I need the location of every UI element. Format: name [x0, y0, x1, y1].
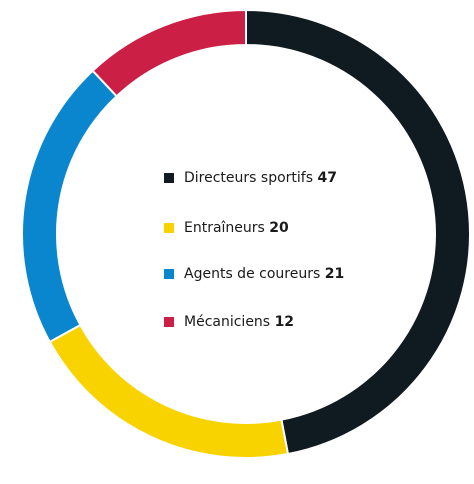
legend-name: Directeurs sportifs	[184, 170, 313, 186]
legend-value: 12	[275, 314, 294, 330]
legend-swatch	[164, 317, 174, 327]
legend-label: Agents de coureurs 21	[184, 266, 344, 282]
legend-value: 20	[269, 220, 289, 236]
legend-name: Mécaniciens	[184, 314, 270, 330]
legend-label: Entraîneurs 20	[184, 220, 289, 236]
legend-swatch	[164, 223, 174, 233]
legend-item: Mécaniciens 12	[164, 314, 294, 330]
donut-segment	[21, 69, 119, 344]
legend-name: Entraîneurs	[184, 220, 265, 236]
donut-segment	[245, 8, 471, 456]
legend-swatch	[164, 269, 174, 279]
legend-item: Directeurs sportifs 47	[164, 170, 337, 186]
legend-item: Entraîneurs 20	[164, 220, 289, 236]
legend-item: Agents de coureurs 21	[164, 266, 344, 282]
donut-segment	[48, 323, 290, 459]
legend-swatch	[164, 173, 174, 183]
legend-value: 47	[317, 170, 336, 186]
legend-label: Directeurs sportifs 47	[184, 170, 337, 186]
legend-label: Mécaniciens 12	[184, 314, 294, 330]
legend-name: Agents de coureurs	[184, 266, 320, 282]
donut-segment	[91, 8, 247, 98]
legend-value: 21	[325, 266, 344, 282]
